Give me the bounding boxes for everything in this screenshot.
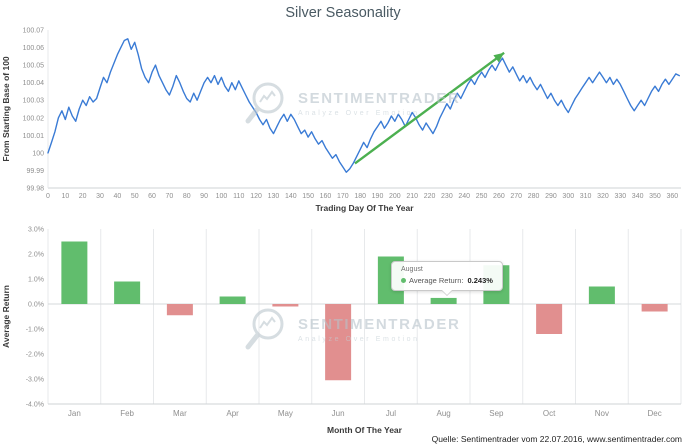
x-tick-label: 330 [614, 193, 626, 200]
x-axis-title: Month Of The Year [327, 425, 403, 435]
x-tick-label: 90 [200, 193, 208, 200]
x-tick-label: 340 [632, 193, 644, 200]
x-tick-label: 130 [268, 193, 280, 200]
x-tick-label: 220 [424, 193, 436, 200]
bar-apr[interactable] [219, 296, 246, 305]
x-tick-label: 360 [666, 193, 678, 200]
x-tick-label: 60 [148, 193, 156, 200]
x-tick-label: 210 [406, 193, 418, 200]
x-tick-label: 190 [372, 193, 384, 200]
bar-dec[interactable] [641, 304, 668, 312]
bar-jan[interactable] [61, 241, 88, 305]
y-tick-label: -2.0% [26, 352, 44, 359]
y-tick-label: 3.0% [28, 227, 44, 234]
bar-feb[interactable] [114, 281, 141, 305]
x-tick-label: 230 [441, 193, 453, 200]
y-axis-title: From Starting Base of 100 [1, 56, 11, 162]
x-tick-label: 150 [302, 193, 314, 200]
x-tick-label: 50 [131, 193, 139, 200]
x-tick-label: 200 [389, 193, 401, 200]
x-tick-label: 260 [493, 193, 505, 200]
trend-arrow [354, 51, 505, 165]
x-tick-label: 10 [61, 193, 69, 200]
month-label: Sep [489, 409, 504, 418]
y-axis-title: Average Return [1, 285, 11, 348]
x-tick-label: 280 [528, 193, 540, 200]
bar-oct[interactable] [536, 304, 563, 334]
x-tick-label: 350 [649, 193, 661, 200]
tooltip-pointer [441, 290, 452, 295]
x-tick-label: 110 [233, 193, 244, 200]
y-tick-label: 100.02 [23, 115, 45, 122]
bar-aug[interactable] [430, 297, 457, 304]
bar-mar[interactable] [166, 304, 193, 316]
month-label: Jul [386, 409, 396, 418]
seasonality-line-chart[interactable]: 99.9899.99100100.01100.02100.03100.04100… [0, 0, 686, 215]
tooltip-title: August [401, 266, 423, 273]
x-tick-label: 290 [545, 193, 557, 200]
y-tick-label: 1.0% [28, 277, 44, 284]
x-tick-label: 70 [165, 193, 173, 200]
trend-arrow-head [493, 52, 505, 63]
month-label: Nov [595, 409, 609, 418]
y-tick-label: 2.0% [28, 252, 44, 259]
seasonality-line[interactable] [47, 38, 680, 173]
x-tick-label: 320 [597, 193, 609, 200]
month-label: Oct [543, 409, 556, 418]
y-tick-label: 100.04 [23, 80, 45, 87]
month-label: Mar [173, 409, 187, 418]
month-label: Dec [648, 409, 662, 418]
y-tick-label: 100.03 [23, 98, 45, 105]
x-tick-label: 180 [354, 193, 366, 200]
x-tick-label: 310 [580, 193, 592, 200]
y-tick-label: -1.0% [26, 327, 44, 334]
y-tick-label: 100.06 [23, 45, 45, 52]
x-tick-label: 250 [476, 193, 488, 200]
x-tick-label: 40 [113, 193, 121, 200]
month-label: Aug [437, 409, 451, 418]
y-tick-label: -4.0% [26, 402, 44, 409]
bar-nov[interactable] [588, 286, 615, 305]
month-label: Feb [120, 409, 134, 418]
x-tick-label: 80 [183, 193, 191, 200]
y-tick-label: -3.0% [26, 377, 44, 384]
month-label: Jun [332, 409, 345, 418]
x-tick-label: 0 [46, 193, 50, 200]
x-tick-label: 300 [562, 193, 574, 200]
chart-tooltip: August Average Return: 0.243% [391, 261, 503, 295]
x-tick-label: 100 [216, 193, 228, 200]
page-title: Silver Seasonality [285, 5, 401, 21]
x-tick-label: 270 [510, 193, 522, 200]
source-note: Quelle: Sentimentrader vom 22.07.2016, w… [431, 434, 682, 444]
y-tick-label: 100 [32, 150, 44, 157]
tooltip-value: 0.243% [467, 276, 493, 285]
series-marker-icon [401, 278, 406, 283]
x-tick-label: 120 [250, 193, 262, 200]
y-tick-label: 100.01 [23, 133, 45, 140]
month-label: Apr [226, 409, 239, 418]
monthly-return-bar-chart[interactable]: 3.0% 2.0% 1.0% 0.0% -1.0% -2.0% -3.0% -4.0% Jan F… [0, 215, 686, 447]
bar-jun[interactable] [325, 304, 352, 381]
month-label: Jan [68, 409, 81, 418]
y-tick-label: 100.05 [23, 63, 45, 70]
y-tick-label: 99.99 [26, 168, 44, 175]
x-tick-label: 20 [79, 193, 87, 200]
month-label: May [278, 409, 293, 418]
x-tick-label: 30 [96, 193, 104, 200]
x-tick-label: 170 [337, 193, 349, 200]
y-tick-label: 99.98 [26, 186, 44, 193]
x-axis-title: Trading Day Of The Year [315, 203, 414, 213]
y-tick-label: 100.07 [23, 28, 45, 35]
bar-may[interactable] [272, 304, 299, 307]
y-tick-label: 0.0% [28, 302, 44, 309]
x-tick-label: 140 [285, 193, 297, 200]
x-tick-label: 160 [320, 193, 332, 200]
x-tick-label: 240 [458, 193, 470, 200]
tooltip-label: Average Return: [409, 276, 464, 285]
